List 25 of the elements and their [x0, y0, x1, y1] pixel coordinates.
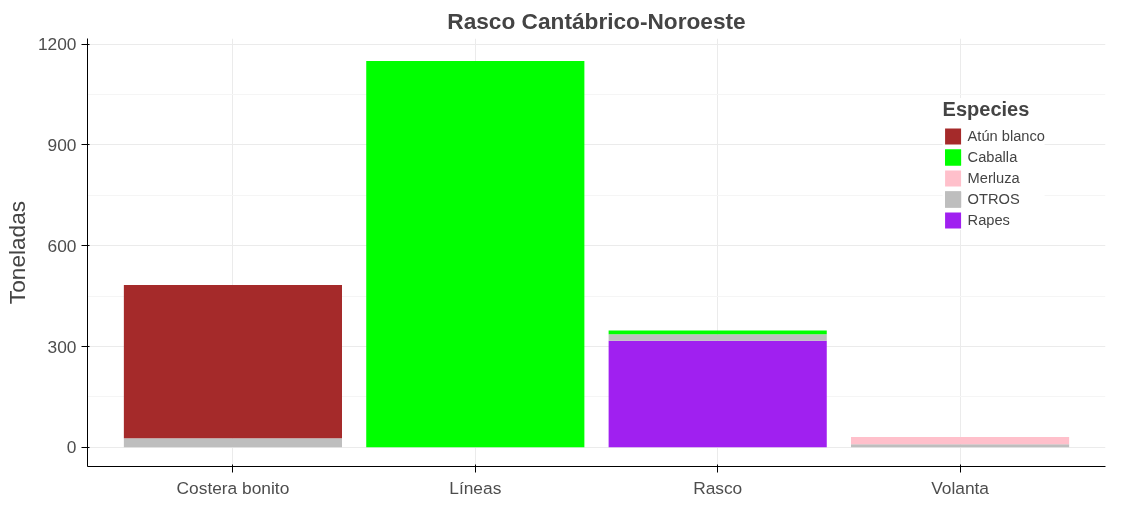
bar [608, 340, 827, 448]
chart-title: Rasco Cantábrico-Noroeste [447, 7, 746, 34]
y-tick-label: 1200 [37, 34, 77, 55]
x-tick-label: Rasco [693, 477, 743, 498]
bar [608, 330, 827, 335]
legend-title: Especies [942, 98, 1031, 121]
x-tick-label: Costera bonito [176, 477, 290, 498]
legend-label: Merluza [967, 169, 1020, 188]
bar [851, 444, 1070, 448]
y-tick-label: 0 [66, 437, 77, 458]
bar [608, 334, 827, 341]
x-tick-label: Volanta [931, 477, 990, 498]
y-axis-title: Toneladas [3, 200, 30, 305]
y-tick-label: 900 [47, 135, 77, 155]
legend-label: OTROS [967, 190, 1020, 209]
legend-label: Rapes [967, 211, 1010, 230]
legend-label: Atún blanco [967, 127, 1045, 146]
bar [366, 61, 585, 448]
bar [851, 436, 1070, 445]
bar [123, 438, 342, 448]
y-tick-label: 600 [47, 235, 77, 256]
bar [123, 285, 342, 439]
x-tick-label: Líneas [449, 477, 502, 498]
legend-label: Caballa [967, 148, 1018, 167]
y-tick-label: 300 [47, 336, 77, 357]
